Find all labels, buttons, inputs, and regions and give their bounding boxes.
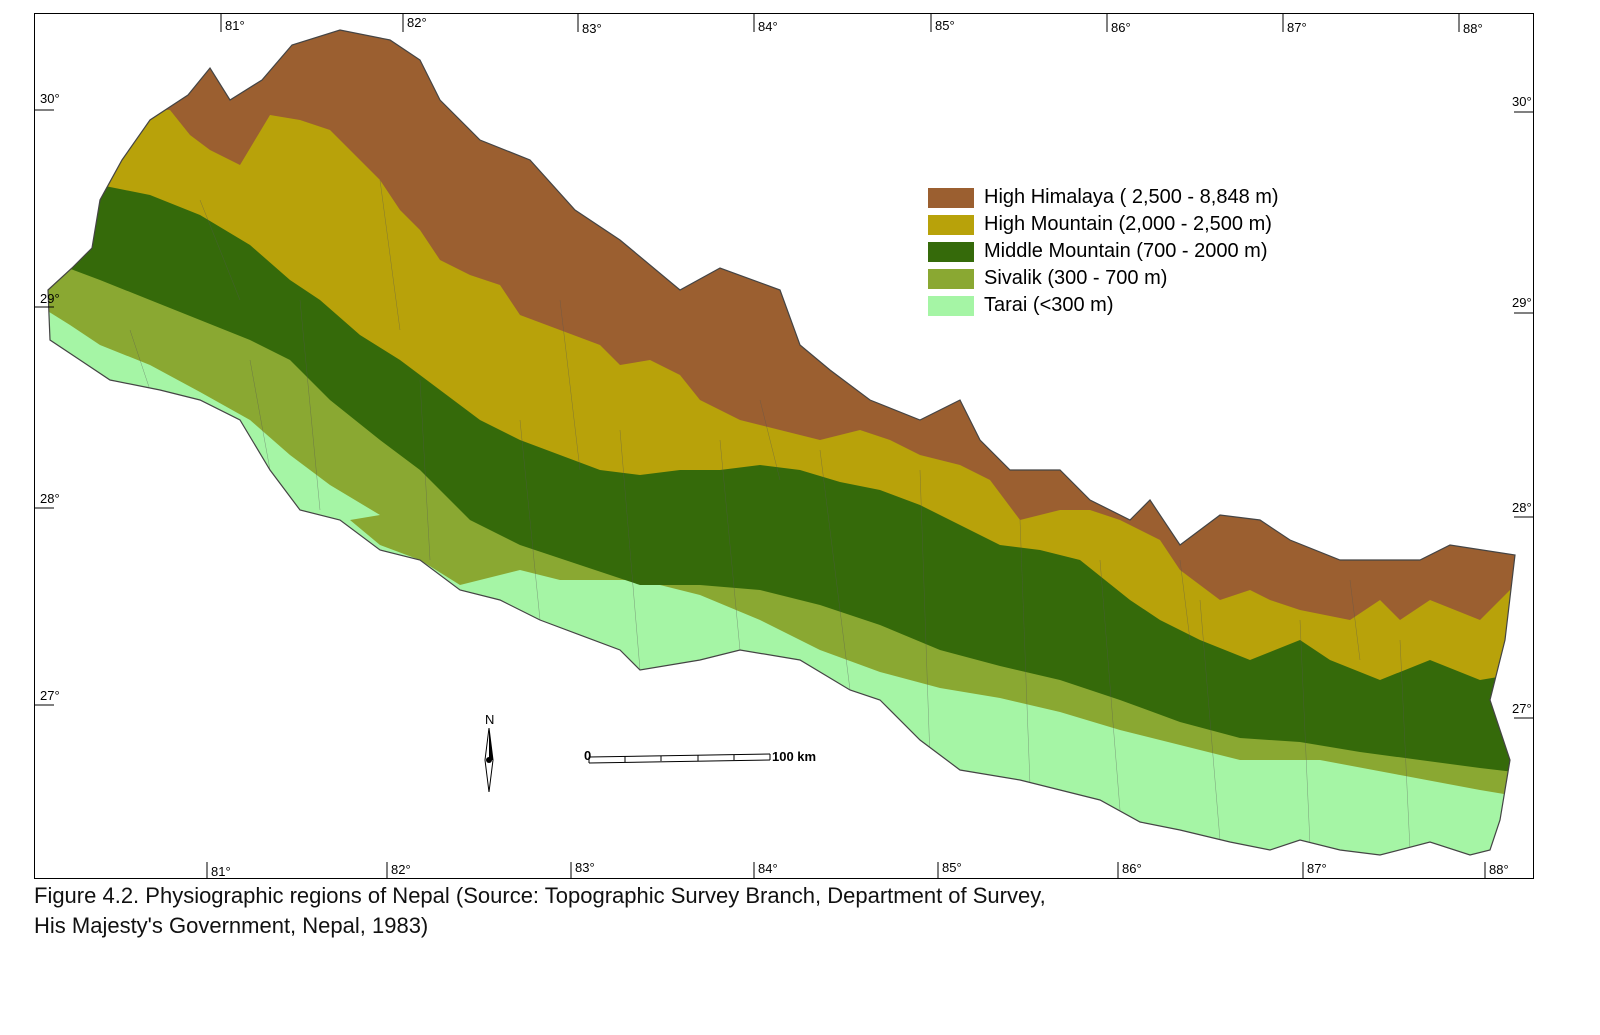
legend-swatch: [928, 187, 974, 208]
lon-top-82: 82°: [407, 15, 427, 30]
longitude-ticks: [34, 13, 1534, 879]
north-arrow: N: [484, 712, 494, 793]
lon-top-85: 85°: [935, 18, 955, 33]
caption-line-2: His Majesty's Government, Nepal, 1983): [34, 913, 429, 938]
lat-left-28: 28°: [40, 491, 60, 506]
lon-bottom-81: 81°: [211, 864, 231, 879]
lon-bottom-84: 84°: [758, 861, 778, 876]
legend-label: Middle Mountain (700 - 2000 m): [984, 240, 1268, 262]
north-arrow-label: N: [485, 712, 494, 727]
lon-bottom-88: 88°: [1489, 862, 1509, 877]
scale-bar: [588, 753, 771, 764]
lat-right-30: 30°: [1512, 94, 1532, 109]
lon-top-83: 83°: [582, 21, 602, 36]
lat-left-27: 27°: [40, 688, 60, 703]
lon-bottom-86: 86°: [1122, 861, 1142, 876]
lon-bottom-83: 83°: [575, 860, 595, 875]
longitude-labels-top: 81° 82° 83° 84° 85° 86° 87° 88°: [225, 15, 1483, 36]
lat-right-27: 27°: [1512, 701, 1532, 716]
legend-item-high-mountain: High Mountain (2,000 - 2,500 m): [928, 211, 1279, 238]
legend-swatch: [928, 214, 974, 235]
legend-label: Tarai (<300 m): [984, 294, 1114, 316]
longitude-labels-bottom: 81° 82° 83° 84° 85° 86° 87° 88°: [211, 860, 1509, 879]
legend-item-middle-mountain: Middle Mountain (700 - 2000 m): [928, 238, 1279, 265]
lat-left-30: 30°: [40, 91, 60, 106]
legend-swatch: [928, 268, 974, 289]
legend-item-sivalik: Sivalik (300 - 700 m): [928, 265, 1279, 292]
lon-top-81: 81°: [225, 18, 245, 33]
scale-end: 100 km: [772, 749, 816, 764]
latitude-labels: 30° 29° 28° 27° 30° 29° 28° 27°: [40, 91, 1532, 716]
legend-label: Sivalik (300 - 700 m): [984, 267, 1168, 289]
lon-bottom-87: 87°: [1307, 861, 1327, 876]
lat-left-29: 29°: [40, 291, 60, 306]
map-frame: [34, 13, 1534, 879]
lon-bottom-85: 85°: [942, 860, 962, 875]
lat-right-28: 28°: [1512, 500, 1532, 515]
district-boundaries: [129, 179, 1411, 851]
caption-line-1: Figure 4.2. Physiographic regions of Nep…: [34, 883, 1046, 908]
lon-top-86: 86°: [1111, 20, 1131, 35]
legend-label: High Mountain (2,000 - 2,500 m): [984, 213, 1272, 235]
legend-item-high-himalaya: High Himalaya ( 2,500 - 8,848 m): [928, 184, 1279, 211]
lon-top-84: 84°: [758, 19, 778, 34]
lon-top-88: 88°: [1463, 21, 1483, 36]
lon-bottom-82: 82°: [391, 862, 411, 877]
legend-swatch: [928, 295, 974, 316]
scale-start: 0: [584, 748, 591, 763]
nepal-border: [47, 29, 1516, 856]
legend-item-tarai: Tarai (<300 m): [928, 292, 1279, 319]
figure-caption: Figure 4.2. Physiographic regions of Nep…: [34, 881, 1046, 941]
legend-swatch: [928, 241, 974, 262]
lat-right-29: 29°: [1512, 295, 1532, 310]
lon-top-87: 87°: [1287, 20, 1307, 35]
legend-label: High Himalaya ( 2,500 - 8,848 m): [984, 186, 1279, 208]
legend: High Himalaya ( 2,500 - 8,848 m) High Mo…: [928, 184, 1279, 319]
